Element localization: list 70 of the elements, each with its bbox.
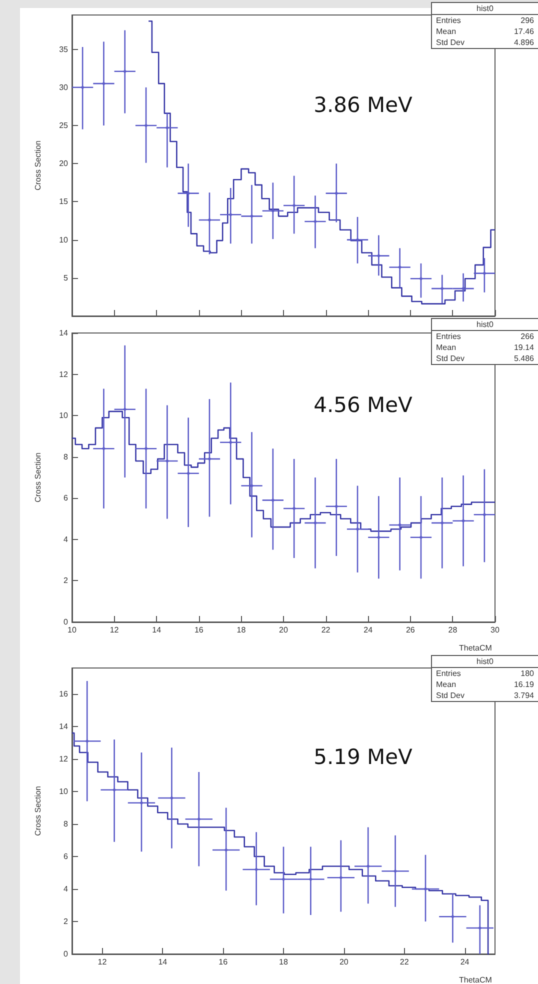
y-tick-label: 2 [64, 917, 69, 926]
x-tick-label: 12 [98, 958, 108, 966]
y-tick-label: 10 [59, 787, 69, 796]
annotation: Std Dev [436, 38, 464, 47]
annotation: Entries [436, 669, 461, 678]
text: 16.19 [514, 680, 534, 689]
x-tick-label: 20 [339, 958, 349, 966]
annotation: Entries [436, 16, 461, 25]
annotation: Std Dev [436, 691, 464, 700]
y-tick-label: 30 [59, 82, 69, 92]
text: 19.14 [514, 343, 534, 352]
y-tick-label: 0 [64, 618, 69, 626]
text: hist0 [432, 656, 538, 668]
annotation: Std Dev [436, 354, 464, 363]
x-tick-label: 30 [490, 626, 500, 634]
y-axis-title: Cross Section [34, 452, 42, 502]
text: 296 [520, 16, 534, 25]
x-tick-label: 24 [364, 626, 374, 634]
x-tick-label: 18 [279, 958, 288, 966]
x-tick-label: 26 [406, 626, 416, 634]
text: hist0 [432, 3, 538, 15]
y-tick-label: 4 [64, 534, 69, 544]
y-tick-label: 35 [59, 44, 69, 54]
x-tick-label: 18 [236, 626, 246, 634]
y-tick-label: 10 [59, 411, 69, 420]
annotation: Mean [436, 680, 456, 689]
x-tick-label: 16 [218, 958, 228, 966]
text: 4.896 [514, 38, 534, 47]
y-tick-label: 14 [59, 328, 69, 338]
annotation: Mean [436, 27, 456, 36]
x-tick-label: 16 [194, 626, 204, 634]
annotation: Entries [436, 332, 461, 341]
y-tick-label: 5 [64, 273, 69, 282]
y-tick-label: 16 [59, 690, 69, 698]
y-tick-label: 15 [59, 197, 69, 206]
y-tick-label: 12 [59, 754, 69, 764]
text: 17.46 [514, 27, 534, 36]
y-tick-label: 8 [64, 452, 69, 462]
x-tick-label: 20 [279, 626, 288, 634]
text: 3.794 [514, 691, 534, 700]
x-axis-title: ThetaCM [459, 644, 492, 652]
y-tick-label: 4 [64, 884, 69, 894]
annotation: 5.19 MeV [314, 745, 412, 769]
text: hist0 [432, 319, 538, 331]
text: 5.486 [514, 354, 534, 363]
y-tick-label: 10 [59, 235, 69, 244]
y-tick-label: 6 [64, 494, 69, 503]
y-tick-label: 6 [64, 852, 69, 861]
y-tick-label: 20 [59, 159, 69, 168]
y-axis-title: Cross Section [34, 786, 42, 836]
annotation: Mean [436, 343, 456, 352]
y-tick-label: 12 [59, 370, 69, 379]
y-tick-label: 0 [64, 950, 69, 958]
text: 180 [520, 669, 534, 678]
x-tick-label: 22 [400, 958, 410, 966]
x-axis-title: ThetaCM [459, 976, 492, 984]
x-tick-label: 14 [152, 626, 162, 634]
annotation: 3.86 MeV [314, 93, 412, 117]
text: 266 [520, 332, 534, 341]
y-tick-label: 14 [59, 722, 69, 731]
x-tick-label: 22 [321, 626, 331, 634]
y-tick-label: 8 [64, 820, 69, 828]
x-tick-label: 14 [158, 958, 168, 966]
x-tick-label: 28 [448, 626, 458, 634]
y-tick-label: 2 [64, 576, 69, 586]
y-tick-label: 25 [59, 120, 69, 130]
x-tick-label: 24 [460, 958, 470, 966]
annotation: 4.56 MeV [314, 393, 412, 417]
y-axis-title: Cross Section [34, 140, 42, 190]
x-tick-label: 12 [110, 626, 120, 634]
